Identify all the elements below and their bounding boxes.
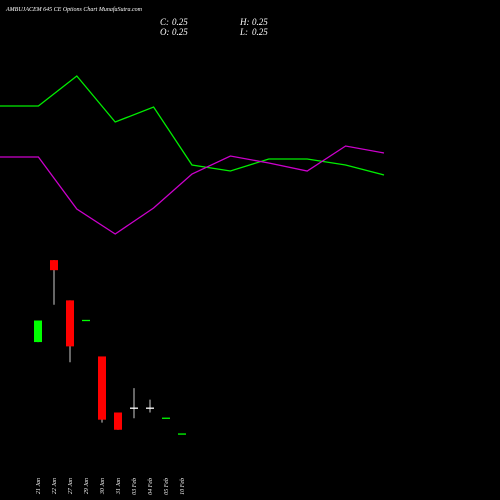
x-tick-label: 31 Jan	[116, 478, 122, 495]
candle-body	[66, 300, 74, 347]
stat-label: O:	[160, 27, 170, 37]
line-series	[0, 145, 385, 235]
stat-label: H:	[239, 17, 250, 27]
line-series	[0, 75, 385, 176]
x-tick-label: 10 Feb	[180, 478, 186, 495]
x-tick-label: 30 Jan	[100, 478, 106, 495]
stat-value: 0.25	[252, 17, 268, 27]
candle-body	[98, 356, 106, 420]
x-tick-label: 05 Feb	[164, 478, 170, 495]
candle-body	[50, 260, 58, 271]
candle-body	[34, 320, 42, 343]
x-tick-label: 21 Jan	[36, 478, 42, 494]
x-tick-label: 29 Jan	[84, 478, 90, 494]
x-tick-label: 22 Jan	[52, 478, 58, 494]
x-tick-label: 03 Feb	[132, 478, 138, 495]
x-tick-label: 04 Feb	[147, 478, 154, 495]
chart-title: AMBUJACEM 645 CE Options Chart MunafaSut…	[5, 6, 143, 13]
x-tick-label: 27 Jan	[68, 478, 74, 494]
stat-value: 0.25	[252, 27, 268, 37]
candle-body	[114, 412, 122, 430]
stat-value: 0.25	[172, 17, 188, 27]
stat-label: C:	[160, 17, 169, 27]
stat-label: L:	[239, 27, 248, 37]
stat-value: 0.25	[172, 27, 188, 37]
